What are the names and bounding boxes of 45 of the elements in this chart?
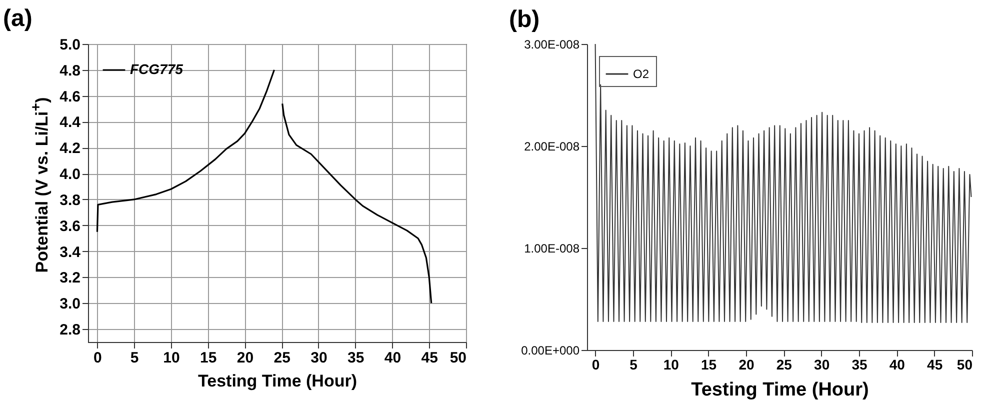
x-axis-title: Testing Time (Hour): [691, 380, 869, 400]
y-tick-label: 4.6: [60, 88, 80, 106]
y-tick-label: 2.00E-008: [524, 140, 580, 154]
x-tick-label: 5: [130, 350, 139, 366]
y-tick-label: 3.8: [60, 192, 80, 209]
y-tick-label: 4.2: [60, 140, 80, 158]
x-tick-label: 0: [592, 356, 600, 372]
x-axis-title: Testing Time (Hour): [198, 372, 357, 390]
x-tick-label: 50: [450, 350, 466, 366]
y-tick-label: 2.8: [60, 322, 80, 339]
x-tick-label: 35: [348, 350, 364, 366]
legend-label: FCG775: [130, 61, 184, 77]
x-tick-label: 20: [738, 356, 754, 372]
x-tick-label: 40: [889, 356, 906, 372]
line-series: [594, 44, 972, 323]
legend-label: O2: [633, 67, 650, 81]
y-tick-label: 4.4: [60, 114, 82, 132]
x-tick-label: 50: [956, 356, 973, 372]
x-tick-label: 10: [663, 356, 680, 372]
y-tick-label: 4.0: [60, 166, 80, 184]
y-tick-label: 3.0: [60, 296, 80, 313]
x-tick-label: 25: [274, 350, 290, 366]
x-tick-label: 5: [630, 356, 638, 372]
x-tick-label: 30: [814, 356, 830, 372]
chart-title: (a): [3, 5, 32, 32]
y-tick-label: 3.2: [60, 270, 80, 287]
x-tick-label: 0: [94, 350, 102, 366]
y-tick-label: 0.00E+000: [521, 344, 580, 358]
x-tick-label: 15: [701, 356, 717, 372]
x-tick-label: 20: [236, 350, 254, 366]
y-tick-label: 3.4: [60, 244, 82, 261]
x-tick-label: 25: [776, 356, 792, 372]
y-tick-label: 1.00E-008: [524, 242, 580, 256]
x-tick-label: 10: [163, 350, 180, 366]
y-tick-label: 3.00E-008: [524, 38, 580, 52]
x-tick-label: 30: [310, 350, 328, 366]
chart-title: (b): [509, 6, 540, 33]
y-tick-label: 4.8: [60, 62, 80, 80]
x-tick-label: 15: [200, 350, 217, 366]
x-tick-label: 40: [384, 350, 402, 366]
x-tick-label: 45: [927, 356, 943, 372]
x-tick-label: 45: [421, 350, 438, 366]
y-tick-label: 5.0: [60, 36, 80, 54]
y-tick-label: 3.6: [60, 218, 80, 235]
x-tick-label: 35: [852, 356, 868, 372]
